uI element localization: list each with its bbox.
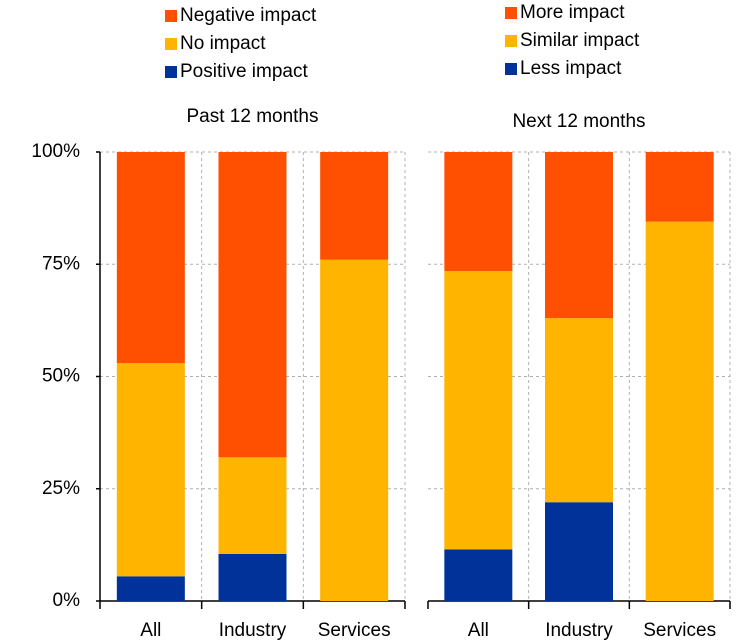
bar-segment	[444, 549, 513, 601]
bar-segment	[116, 152, 185, 364]
x-tick-label: All	[468, 620, 489, 641]
legend-label: Less impact	[520, 58, 622, 79]
bar-segment	[218, 152, 287, 458]
legend-label: Positive impact	[180, 61, 308, 82]
bar-segment	[545, 502, 613, 601]
bar-segment	[320, 152, 389, 260]
bar-segment	[545, 152, 613, 319]
bar-segment	[444, 152, 513, 271]
legend-swatch	[505, 7, 517, 19]
bar-segment	[645, 152, 714, 222]
bar-segment	[444, 270, 513, 550]
bar-segment	[218, 457, 287, 554]
bar-segment	[116, 363, 185, 577]
y-tick-label: 0%	[53, 590, 81, 611]
bar-segment	[320, 259, 389, 601]
x-tick-label: Services	[643, 620, 716, 641]
chart-subtitle: Next 12 months	[512, 111, 645, 132]
bar-segment	[545, 318, 613, 503]
legend-swatch	[165, 66, 177, 78]
y-tick-label: 50%	[42, 366, 80, 387]
y-tick-label: 100%	[31, 141, 80, 162]
legend-label: Similar impact	[520, 30, 640, 51]
legend-swatch	[165, 38, 177, 50]
y-tick-label: 75%	[42, 253, 80, 274]
chart-subtitle: Past 12 months	[186, 106, 318, 127]
x-tick-label: All	[140, 620, 161, 641]
legend-label: Negative impact	[180, 5, 317, 26]
x-tick-label: Industry	[545, 620, 613, 641]
y-tick-label: 25%	[42, 478, 80, 499]
x-tick-label: Industry	[219, 620, 287, 641]
bar-segment	[116, 576, 185, 601]
legend-label: No impact	[180, 33, 266, 54]
legend-label: More impact	[520, 2, 625, 23]
bar-segment	[218, 553, 287, 601]
legend-swatch	[165, 10, 177, 22]
bar-segment	[645, 221, 714, 601]
x-tick-label: Services	[318, 620, 391, 641]
legend-swatch	[505, 35, 517, 47]
legend-swatch	[505, 63, 517, 75]
